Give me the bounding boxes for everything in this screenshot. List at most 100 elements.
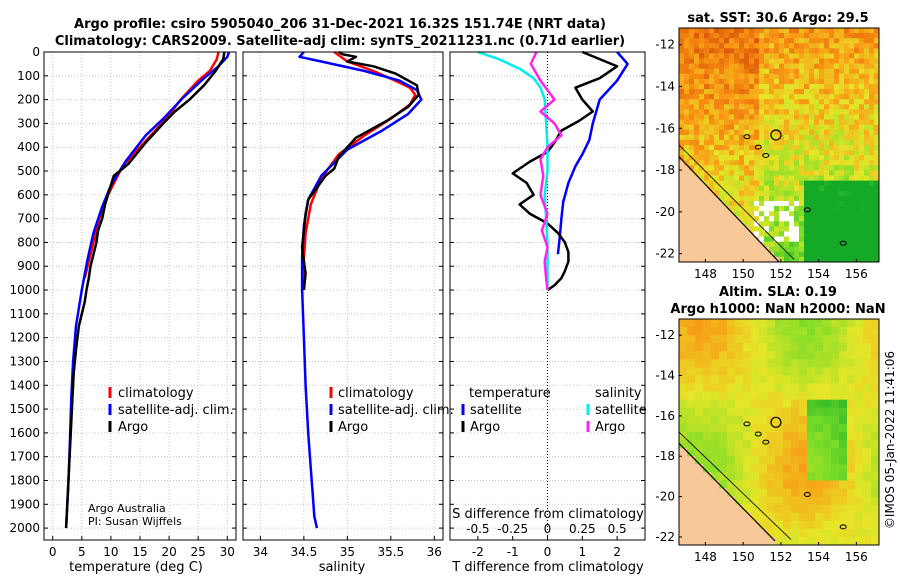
map-cell: [824, 124, 830, 131]
map-cell: [824, 185, 830, 192]
y-tick-label: 800: [17, 235, 40, 249]
map-cell: [739, 155, 745, 161]
map-cell: [815, 375, 824, 384]
map-cell: [719, 129, 725, 136]
map-cell: [847, 335, 856, 344]
map-cell: [769, 38, 775, 44]
y-tick-label: 1000: [9, 283, 40, 297]
map-cell: [754, 160, 760, 166]
map-cell: [719, 440, 728, 449]
map-cell: [694, 134, 700, 141]
map-cell: [829, 216, 835, 222]
map-cell: [679, 231, 685, 237]
map-cell: [719, 160, 725, 166]
legend-label-argo: Argo: [338, 420, 368, 435]
map-cell: [809, 124, 815, 131]
map-cell: [775, 448, 784, 457]
map-cell: [749, 150, 755, 156]
map-cell: [679, 448, 688, 457]
map-cell: [774, 170, 780, 176]
map-cell: [687, 335, 696, 344]
map-cell: [699, 211, 705, 217]
map-cell: [863, 351, 872, 360]
map-cell: [709, 129, 715, 136]
map-cell: [709, 99, 715, 105]
map-cell: [703, 319, 712, 328]
map-cell: [794, 190, 800, 197]
map-cell: [839, 251, 845, 258]
map-cell: [754, 145, 760, 151]
map-cell: [839, 28, 845, 34]
map-cell: [719, 448, 728, 457]
map-cell: [751, 512, 760, 522]
coastline: [678, 156, 780, 263]
map-cell: [744, 129, 750, 136]
map-cell: [714, 145, 720, 151]
map-cell: [849, 251, 855, 258]
map-cell: [824, 200, 830, 207]
map-cell: [794, 89, 800, 95]
map-cell: [769, 99, 775, 105]
map-cell: [711, 488, 720, 497]
map-cell: [679, 180, 685, 187]
map-cell: [815, 319, 824, 328]
map-cell: [687, 488, 696, 497]
map-cell: [719, 327, 728, 336]
map-cell: [869, 83, 875, 90]
map-cell: [734, 226, 740, 232]
map-cell: [794, 104, 800, 110]
map-cell: [849, 124, 855, 131]
map-cell: [844, 221, 850, 227]
map-cell: [767, 504, 776, 514]
map-cell: [679, 58, 685, 65]
map-cell: [699, 134, 705, 141]
map-cell: [869, 216, 875, 222]
map-cell: [864, 38, 870, 44]
map-cell: [799, 89, 805, 95]
map-cell: [743, 415, 752, 425]
map-cell: [855, 432, 864, 441]
map-cell: [729, 221, 735, 227]
map-cell: [847, 520, 856, 530]
map-cell: [729, 63, 735, 70]
map-cell: [854, 104, 860, 110]
map-cell: [839, 343, 848, 352]
map-cell: [699, 180, 705, 187]
map-cell: [699, 33, 705, 39]
map-cell: [794, 73, 800, 80]
map-cell: [839, 139, 845, 146]
map-cell: [775, 536, 784, 546]
map-cell: [739, 139, 745, 146]
map-cell: [709, 89, 715, 95]
map-cell: [779, 114, 785, 120]
map-cell: [844, 241, 850, 248]
map-cell: [774, 175, 780, 182]
map-cell: [839, 206, 845, 212]
map-cell: [784, 231, 790, 237]
map-cell: [754, 129, 760, 136]
map-cell: [767, 464, 776, 473]
map-cell: [779, 53, 785, 59]
map-cell: [794, 78, 800, 85]
map-cell: [769, 109, 775, 115]
map-cell: [759, 231, 765, 237]
map-cell: [764, 221, 770, 227]
map-cell: [779, 129, 785, 136]
map-cell: [784, 246, 790, 253]
map-cell: [807, 456, 816, 465]
map-cell: [679, 43, 685, 49]
map-cell: [735, 448, 744, 457]
map-cell: [759, 58, 765, 65]
map-cell: [844, 185, 850, 192]
map-cell: [809, 94, 815, 100]
map-cell: [784, 221, 790, 227]
map-cell: [791, 480, 800, 489]
map-cell: [759, 236, 765, 243]
map-cell: [847, 496, 856, 506]
map-cell: [799, 129, 805, 136]
map-cell: [734, 165, 740, 171]
map-cell: [767, 407, 776, 417]
map-cell: [864, 63, 870, 70]
map-cell: [679, 335, 688, 344]
map-cell: [754, 211, 760, 217]
